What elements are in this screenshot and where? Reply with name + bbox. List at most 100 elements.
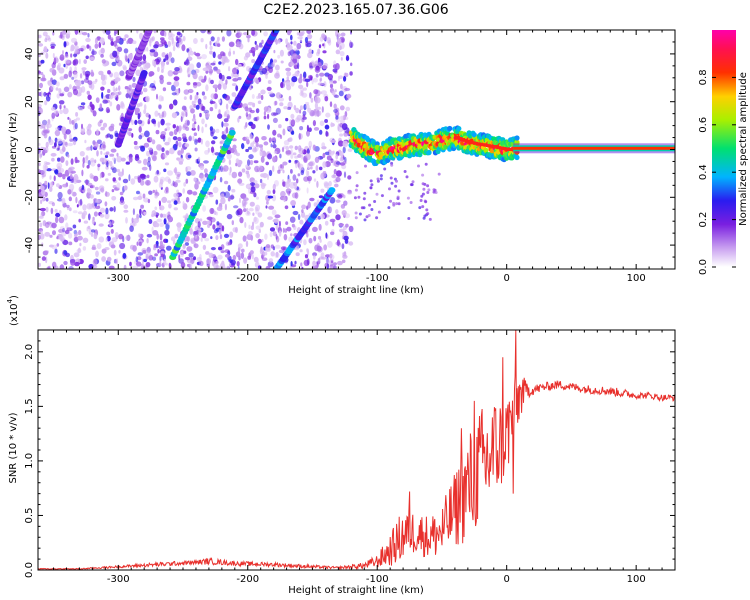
spectrogram-signal-peak bbox=[460, 138, 466, 141]
spectrogram-noise-cell bbox=[141, 166, 148, 171]
spectrogram-noise-cell bbox=[338, 90, 344, 97]
spectrogram-noise-cell bbox=[102, 99, 108, 104]
colorbar-tick-label: 0.0 bbox=[698, 259, 709, 275]
spectrogram-noise-cell bbox=[224, 203, 227, 211]
spectrogram-noise-cell bbox=[347, 148, 353, 152]
spectrogram-signal-cell bbox=[514, 154, 520, 161]
spectrogram-noise-cell bbox=[116, 156, 123, 163]
spectrogram-noise-cell bbox=[315, 264, 319, 269]
spectrogram-noise-cell bbox=[95, 191, 101, 195]
spectrogram-noise-cell bbox=[218, 72, 223, 80]
spectrogram-noise-cell bbox=[223, 233, 230, 238]
spectrogram-noise-cell bbox=[98, 185, 105, 191]
spectrogram-noise-cell bbox=[329, 218, 336, 223]
spectrogram-noise-cell bbox=[201, 105, 206, 111]
spectrogram-noise-cell bbox=[255, 44, 259, 51]
spectrogram-noise-cell bbox=[63, 105, 66, 109]
spectrogram-noise-cell bbox=[231, 220, 234, 226]
spectrogram-noise-cell bbox=[319, 36, 324, 42]
spectrogram-noise-cell bbox=[348, 241, 354, 246]
spectrogram-noise-cell bbox=[278, 230, 282, 237]
spectrogram-noise-cell bbox=[277, 133, 281, 138]
spectrogram-noise-cell bbox=[201, 232, 207, 239]
spectrogram-noise-cell bbox=[189, 262, 193, 269]
spectrogram-noise-cell bbox=[282, 128, 286, 136]
spectrogram-noise-cell bbox=[312, 144, 317, 151]
spectrogram-noise-cell bbox=[263, 31, 268, 37]
spectrogram-noise-cell bbox=[212, 84, 219, 89]
spectrogram-noise-cell bbox=[288, 137, 293, 142]
spectrogram-noise-cell bbox=[299, 126, 304, 131]
spectrogram-noise-cell bbox=[285, 117, 289, 122]
spectrogram-noise-cell bbox=[421, 192, 425, 196]
spectrogram-noise-cell bbox=[40, 91, 43, 98]
spectrogram-noise-cell bbox=[82, 105, 85, 110]
spectrogram-noise-cell bbox=[167, 70, 174, 77]
spectrogram-noise-cell bbox=[272, 183, 276, 191]
spectrogram-noise-cell bbox=[184, 108, 188, 114]
spectrogram-noise-cell bbox=[265, 161, 270, 166]
spectrogram-noise-cell bbox=[53, 175, 56, 182]
spectrogram-noise-cell bbox=[213, 262, 219, 269]
spectrogram-noise-cell bbox=[54, 208, 58, 213]
spectrogram-noise-cell bbox=[171, 41, 177, 47]
spectrogram-noise-cell bbox=[295, 107, 300, 114]
spectrogram-noise-cell bbox=[145, 112, 150, 118]
spectrogram-noise-cell bbox=[58, 100, 65, 105]
spectrogram-noise-cell bbox=[199, 218, 203, 222]
spectrogram-noise-cell bbox=[380, 194, 384, 198]
spectrogram-noise-cell bbox=[245, 122, 248, 128]
spectrogram-noise-cell bbox=[232, 254, 237, 261]
spectrogram-noise-cell bbox=[220, 197, 226, 205]
spectrogram-noise-cell bbox=[109, 160, 113, 167]
snr-multiplier-close: ) bbox=[9, 295, 20, 299]
spectrogram-noise-cell bbox=[64, 141, 68, 147]
spectrogram-noise-cell bbox=[39, 151, 42, 159]
spectrogram-noise-cell bbox=[59, 104, 62, 110]
spectrogram-noise-cell bbox=[138, 233, 142, 238]
spectrogram-noise-cell bbox=[184, 143, 190, 148]
spectrogram-noise-cell bbox=[45, 35, 51, 41]
spectrogram-noise-cell bbox=[297, 213, 301, 221]
spectrogram-noise-cell bbox=[185, 178, 189, 184]
spectrogram-noise-cell bbox=[197, 124, 200, 132]
spectrogram-noise-cell bbox=[43, 46, 48, 53]
spectrogram-noise-cell bbox=[263, 115, 267, 120]
spectrogram-noise-cell bbox=[63, 86, 70, 93]
spectrogram-noise-cell bbox=[394, 184, 398, 188]
spectrogram-noise-cell bbox=[204, 75, 207, 82]
spectrogram-noise-cell bbox=[69, 174, 73, 180]
spectrogram-noise-cell bbox=[259, 178, 263, 184]
spectrogram-noise-cell bbox=[103, 74, 108, 81]
spectrogram-noise-cell bbox=[160, 118, 165, 126]
spectrogram-noise-cell bbox=[193, 243, 199, 249]
spectrogram-noise-cell bbox=[375, 216, 379, 220]
spectrogram-noise-cell bbox=[334, 94, 339, 98]
spectrogram-noise-cell bbox=[331, 90, 336, 96]
spectrogram-noise-cell bbox=[315, 110, 322, 117]
spectrogram-noise-cell bbox=[95, 250, 99, 258]
spectrogram-noise-cell bbox=[421, 182, 425, 186]
spectrogram-noise-cell bbox=[377, 210, 381, 214]
spectrogram-noise-cell bbox=[71, 76, 75, 80]
spectrogram-noise-cell bbox=[113, 157, 116, 164]
spectrogram-noise-cell bbox=[90, 157, 95, 163]
spectrogram-noise-cell bbox=[38, 142, 41, 147]
spectrogram-noise-cell bbox=[335, 115, 339, 120]
spectrogram-noise-cell bbox=[310, 97, 314, 103]
spectrogram-noise-cell bbox=[290, 34, 293, 41]
spectrogram-noise-cell bbox=[139, 214, 142, 219]
spectrogram-noise-cell bbox=[235, 210, 240, 216]
spectrogram-noise-cell bbox=[283, 140, 290, 146]
spectrogram-noise-cell bbox=[347, 175, 352, 180]
spectrogram-noise-cell bbox=[82, 162, 85, 168]
spectrogram-noise-cell bbox=[376, 179, 380, 183]
spectrogram-noise-cell bbox=[379, 174, 383, 178]
spectrogram-noise-cell bbox=[59, 93, 64, 97]
spectrogram-noise-cell bbox=[201, 91, 205, 96]
spectrogram-signal-peak bbox=[501, 147, 507, 150]
spectrogram-signal-peak bbox=[470, 141, 476, 145]
spectrogram-noise-cell bbox=[66, 206, 70, 211]
spectrogram-noise-cell bbox=[50, 84, 55, 91]
